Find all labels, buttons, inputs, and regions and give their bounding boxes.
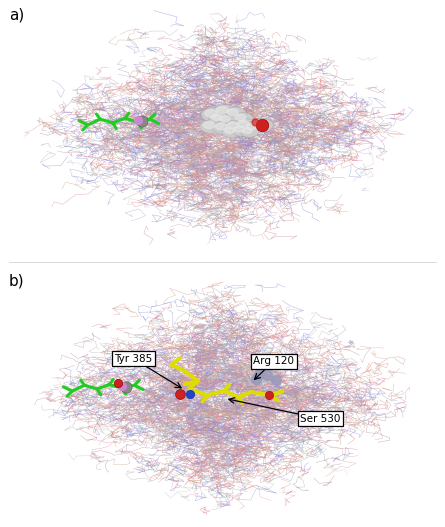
Circle shape — [201, 108, 226, 122]
Circle shape — [208, 112, 230, 125]
Circle shape — [227, 122, 238, 129]
Circle shape — [216, 123, 227, 130]
Circle shape — [225, 128, 235, 133]
Circle shape — [213, 104, 236, 118]
Circle shape — [238, 121, 249, 127]
Circle shape — [220, 116, 230, 122]
Circle shape — [212, 121, 235, 134]
Circle shape — [235, 119, 257, 132]
Circle shape — [243, 128, 252, 133]
Circle shape — [224, 120, 246, 133]
Circle shape — [211, 114, 222, 121]
Circle shape — [235, 114, 246, 121]
Text: Arg 120: Arg 120 — [253, 356, 294, 366]
Circle shape — [217, 106, 228, 113]
Circle shape — [222, 126, 241, 138]
Circle shape — [246, 123, 257, 130]
Text: a): a) — [9, 8, 24, 23]
Circle shape — [243, 122, 264, 134]
Circle shape — [217, 114, 237, 126]
Circle shape — [205, 110, 217, 117]
Circle shape — [235, 126, 244, 132]
Text: b): b) — [9, 274, 24, 289]
Circle shape — [232, 112, 253, 125]
Circle shape — [224, 107, 246, 120]
Text: Tyr 385: Tyr 385 — [114, 354, 153, 364]
Circle shape — [200, 120, 223, 133]
Circle shape — [203, 122, 215, 129]
Circle shape — [240, 126, 259, 137]
Circle shape — [250, 119, 273, 132]
Text: Ser 530: Ser 530 — [300, 414, 340, 424]
Circle shape — [231, 125, 251, 136]
Circle shape — [227, 109, 239, 115]
Circle shape — [254, 121, 265, 127]
